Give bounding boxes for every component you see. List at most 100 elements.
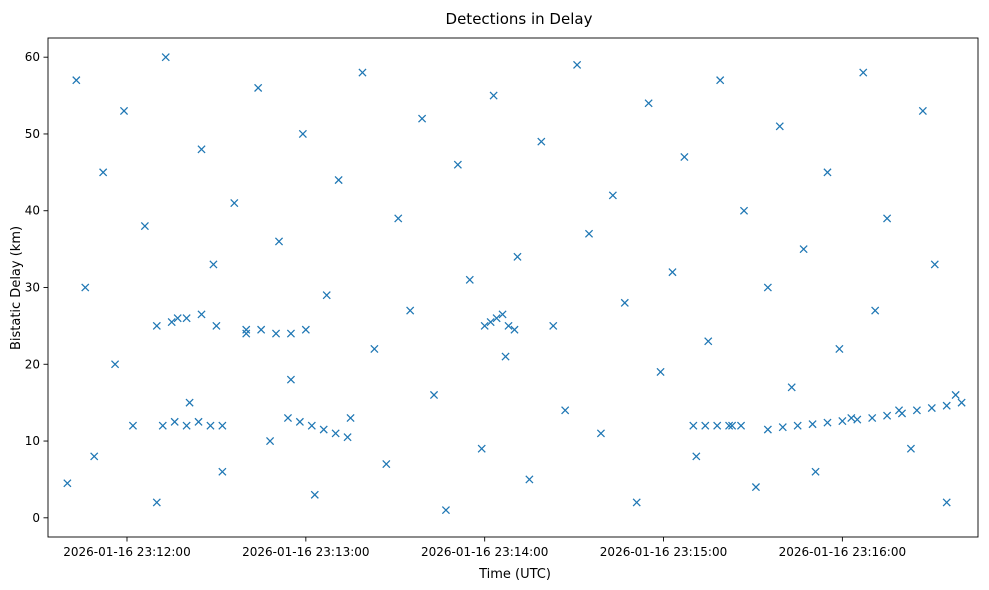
- chart-title: Detections in Delay: [446, 10, 593, 28]
- data-point: [480, 321, 489, 330]
- data-point: [197, 145, 206, 154]
- data-point: [441, 506, 450, 515]
- data-point: [418, 114, 427, 123]
- data-point: [498, 310, 507, 319]
- data-point: [847, 413, 856, 423]
- data-point: [111, 360, 120, 369]
- data-point: [823, 418, 832, 427]
- data-point: [838, 417, 847, 426]
- data-point: [912, 406, 921, 415]
- data-point: [704, 337, 713, 346]
- data-point: [942, 498, 951, 507]
- data-point: [739, 206, 749, 215]
- data-point: [775, 122, 784, 131]
- data-point: [513, 252, 522, 261]
- data-point: [334, 175, 343, 185]
- y-tick-label: 10: [25, 434, 40, 448]
- data-point: [212, 321, 221, 330]
- data-point: [322, 291, 331, 300]
- data-point: [918, 106, 927, 115]
- data-point: [608, 191, 617, 200]
- data-point: [286, 329, 295, 338]
- data-point: [763, 283, 772, 292]
- data-point: [140, 222, 149, 231]
- data-point: [257, 325, 266, 334]
- data-point: [644, 99, 653, 108]
- y-axis-label: Bistatic Delay (km): [9, 226, 24, 350]
- data-point: [218, 421, 227, 430]
- data-point: [90, 452, 99, 461]
- data-point: [242, 325, 251, 334]
- x-tick-label: 2026-01-16 23:12:00: [63, 545, 190, 559]
- data-point: [504, 321, 513, 330]
- data-point: [823, 168, 832, 177]
- data-point: [656, 367, 665, 376]
- data-point: [927, 403, 936, 413]
- y-tick-label: 0: [32, 511, 40, 525]
- y-tick-label: 30: [25, 281, 40, 295]
- y-tick-label: 50: [25, 127, 40, 141]
- data-point: [152, 321, 161, 330]
- data-point: [307, 421, 316, 430]
- data-point: [218, 467, 227, 476]
- data-point: [370, 344, 379, 353]
- data-point: [701, 421, 710, 430]
- data-point: [266, 436, 275, 446]
- data-point: [358, 68, 367, 77]
- data-point: [63, 479, 72, 488]
- data-point: [295, 417, 304, 426]
- data-point: [486, 318, 495, 327]
- data-point: [167, 318, 176, 327]
- data-point: [751, 483, 760, 492]
- data-point: [254, 83, 263, 92]
- data-point: [271, 329, 281, 338]
- data-point: [883, 411, 892, 420]
- data-point: [549, 321, 558, 330]
- x-tick-label: 2026-01-16 23:15:00: [600, 545, 727, 559]
- data-point: [185, 398, 194, 407]
- data-point: [197, 310, 206, 319]
- data-point: [561, 406, 570, 415]
- data-point: [573, 60, 582, 69]
- data-point: [859, 68, 868, 77]
- data-point: [632, 498, 641, 507]
- data-point: [394, 214, 403, 223]
- data-point: [465, 275, 474, 284]
- x-tick-label: 2026-01-16 23:13:00: [242, 545, 369, 559]
- data-point: [620, 298, 629, 307]
- y-tick-label: 20: [25, 357, 40, 371]
- data-point: [492, 314, 501, 323]
- data-point: [119, 106, 129, 115]
- data-point: [596, 429, 605, 438]
- x-tick-label: 2026-01-16 23:14:00: [421, 545, 548, 559]
- data-point: [406, 306, 415, 315]
- data-point: [930, 260, 939, 269]
- data-point: [99, 168, 108, 177]
- y-tick-label: 60: [25, 50, 40, 64]
- data-point: [382, 460, 391, 469]
- data-point: [584, 229, 594, 238]
- data-point: [763, 425, 772, 434]
- data-point: [906, 444, 915, 453]
- data-point: [81, 283, 90, 292]
- data-point: [716, 76, 725, 85]
- data-point: [170, 417, 179, 426]
- data-point: [286, 375, 295, 384]
- data-point: [206, 421, 215, 430]
- data-point: [274, 237, 284, 246]
- data-point: [343, 433, 352, 442]
- y-axis-ticks: 0 10 20 30 40 50 60: [25, 50, 48, 525]
- data-point: [883, 214, 892, 223]
- data-point: [713, 421, 722, 430]
- data-point: [835, 344, 844, 353]
- data-point: [799, 245, 808, 254]
- data-point: [242, 329, 251, 338]
- data-point: [501, 352, 510, 361]
- x-tick-label: 2026-01-16 23:16:00: [779, 545, 906, 559]
- data-point: [489, 91, 498, 100]
- x-axis-label: Time (UTC): [478, 567, 551, 582]
- data-point: [868, 413, 877, 423]
- data-point: [209, 260, 218, 269]
- data-point: [158, 421, 167, 430]
- x-axis-ticks: 2026-01-16 23:12:00 2026-01-16 23:13:00 20…: [63, 537, 906, 559]
